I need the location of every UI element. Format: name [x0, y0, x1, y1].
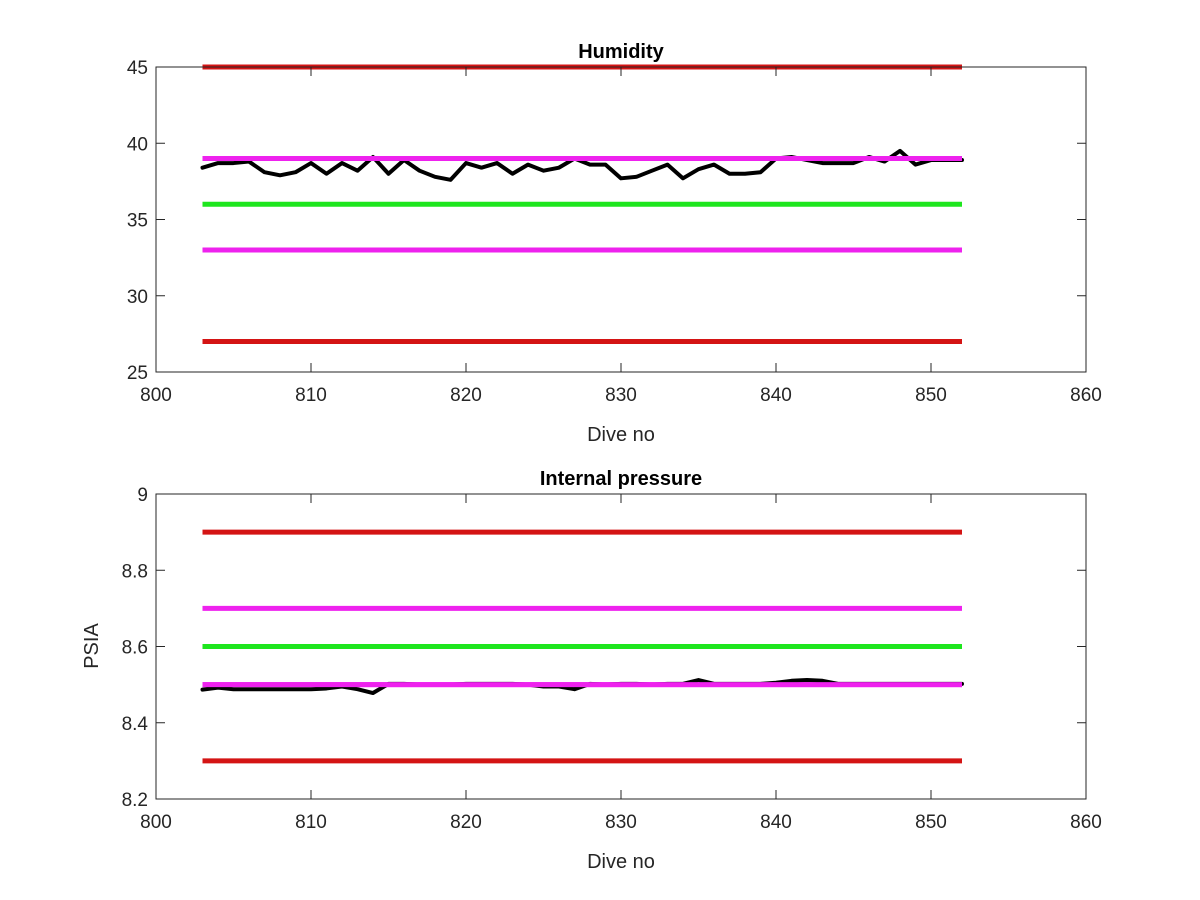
- pressure-x-tick-label: 840: [760, 812, 792, 833]
- pressure-x-axis-label: Dive no: [587, 851, 655, 873]
- internal-pressure-chart: 800 810 820 830 840 850 860 8.2 8.4 8.6 8.8 9 Inter…: [81, 468, 1102, 873]
- pressure-title: Internal pressure: [540, 468, 702, 490]
- pressure-x-tick-label: 820: [450, 812, 482, 833]
- pressure-y-axis-label: PSIA: [81, 623, 103, 669]
- pressure-ticks: 800 810 820 830 840 850 860 8.2 8.4 8.6 8.8 9: [122, 485, 1102, 833]
- humidity-y-tick-label: 30: [127, 287, 148, 308]
- pressure-x-tick-label: 830: [605, 812, 637, 833]
- humidity-x-tick-label: 800: [140, 385, 172, 406]
- humidity-x-tick-label: 810: [295, 385, 327, 406]
- pressure-y-tick-label: 9: [137, 485, 148, 506]
- pressure-y-tick-label: 8.8: [122, 561, 148, 582]
- humidity-plot-area: [156, 67, 1086, 372]
- pressure-series: [200, 678, 964, 696]
- humidity-x-tick-label: 850: [915, 385, 947, 406]
- humidity-title: Humidity: [578, 41, 664, 63]
- humidity-y-tick-label: 25: [127, 363, 148, 384]
- pressure-y-tick-label: 8.4: [122, 714, 149, 735]
- pressure-x-tick-label: 850: [915, 812, 947, 833]
- humidity-x-tick-label: 830: [605, 385, 637, 406]
- humidity-x-tick-label: 860: [1070, 385, 1102, 406]
- pressure-x-tick-label: 860: [1070, 812, 1102, 833]
- humidity-series: [200, 148, 964, 182]
- humidity-y-tick-label: 40: [127, 134, 148, 155]
- pressure-y-tick-label: 8.6: [122, 638, 148, 659]
- humidity-x-axis-label: Dive no: [587, 424, 655, 446]
- humidity-chart: 800 810 820 830 840 850 860 25 30 35 40 45 Humidity…: [127, 41, 1102, 446]
- humidity-x-tick-label: 820: [450, 385, 482, 406]
- humidity-y-tick-label: 45: [127, 58, 148, 79]
- pressure-x-tick-label: 800: [140, 812, 172, 833]
- humidity-data-line: [200, 148, 964, 182]
- pressure-y-tick-label: 8.2: [122, 790, 148, 811]
- humidity-x-tick-label: 840: [760, 385, 792, 406]
- humidity-y-tick-label: 35: [127, 211, 148, 232]
- pressure-x-tick-label: 810: [295, 812, 327, 833]
- humidity-ticks: 800 810 820 830 840 850 860 25 30 35 40 45: [127, 58, 1102, 406]
